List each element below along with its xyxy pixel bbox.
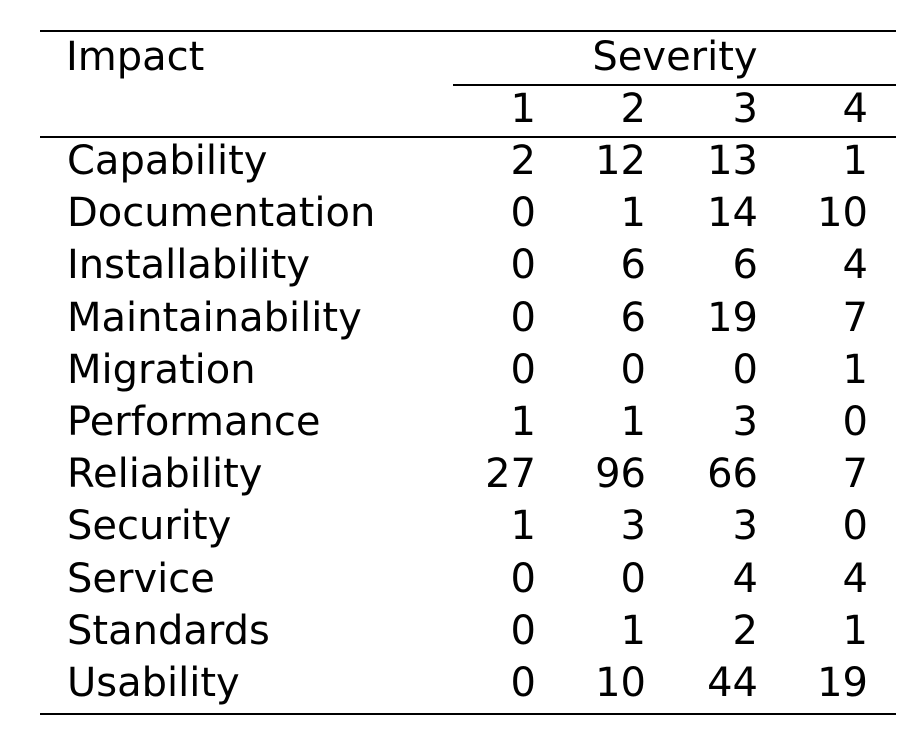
row-value-severity-1: 1 — [510, 399, 536, 445]
severity-level-1: 1 — [510, 86, 536, 132]
impact-header: Impact — [66, 34, 205, 80]
row-value-severity-2: 6 — [620, 294, 646, 341]
row-value-severity-3: 44 — [707, 660, 758, 706]
row-value-severity-1: 1 — [510, 503, 536, 550]
row-value-severity-1: 0 — [510, 346, 536, 393]
row-value-severity-4: 19 — [817, 660, 868, 706]
row-value-severity-1: 0 — [510, 660, 536, 706]
severity-rule — [453, 84, 896, 86]
row-value-severity-2: 0 — [620, 555, 646, 602]
row-value-severity-2: 6 — [620, 242, 646, 289]
bottom-rule — [40, 713, 896, 715]
row-value-severity-2: 12 — [595, 138, 646, 184]
row-impact-label: Standards — [67, 607, 270, 654]
row-value-severity-4: 4 — [842, 242, 868, 289]
row-impact-label: Maintainability — [67, 294, 362, 341]
row-value-severity-1: 27 — [485, 451, 536, 498]
row-value-severity-1: 2 — [510, 138, 536, 184]
row-value-severity-2: 96 — [595, 451, 646, 498]
row-impact-label: Performance — [67, 399, 321, 445]
row-value-severity-2: 1 — [620, 399, 646, 445]
row-value-severity-1: 0 — [510, 607, 536, 654]
severity-header: Severity — [592, 34, 758, 80]
row-impact-label: Installability — [67, 242, 311, 289]
row-value-severity-4: 0 — [842, 399, 868, 445]
row-value-severity-4: 1 — [842, 346, 868, 393]
row-impact-label: Migration — [67, 346, 256, 393]
header-rule — [40, 136, 896, 138]
row-value-severity-2: 3 — [620, 503, 646, 550]
row-value-severity-3: 19 — [707, 294, 758, 341]
row-value-severity-4: 0 — [842, 503, 868, 550]
severity-level-2: 2 — [620, 86, 646, 132]
row-value-severity-1: 0 — [510, 294, 536, 341]
severity-level-3: 3 — [732, 86, 758, 132]
row-value-severity-4: 10 — [817, 190, 868, 237]
row-value-severity-2: 1 — [620, 190, 646, 237]
row-value-severity-4: 7 — [842, 451, 868, 498]
row-impact-label: Capability — [67, 138, 268, 184]
row-impact-label: Reliability — [67, 451, 263, 498]
row-value-severity-3: 6 — [732, 242, 758, 289]
row-value-severity-2: 0 — [620, 346, 646, 393]
row-value-severity-3: 4 — [732, 555, 758, 602]
top-rule — [40, 30, 896, 32]
row-value-severity-2: 1 — [620, 607, 646, 654]
row-impact-label: Usability — [67, 660, 240, 706]
row-impact-label: Documentation — [67, 190, 376, 237]
row-value-severity-3: 3 — [732, 399, 758, 445]
row-value-severity-4: 7 — [842, 294, 868, 341]
row-impact-label: Security — [67, 503, 232, 550]
severity-level-4: 4 — [842, 86, 868, 132]
row-value-severity-3: 66 — [707, 451, 758, 498]
row-value-severity-3: 2 — [732, 607, 758, 654]
row-value-severity-1: 0 — [510, 555, 536, 602]
row-impact-label: Service — [67, 555, 215, 602]
row-value-severity-4: 1 — [842, 607, 868, 654]
row-value-severity-3: 13 — [707, 138, 758, 184]
row-value-severity-3: 3 — [732, 503, 758, 550]
row-value-severity-2: 10 — [595, 660, 646, 706]
row-value-severity-1: 0 — [510, 242, 536, 289]
row-value-severity-4: 4 — [842, 555, 868, 602]
row-value-severity-1: 0 — [510, 190, 536, 237]
row-value-severity-3: 14 — [707, 190, 758, 237]
row-value-severity-4: 1 — [842, 138, 868, 184]
row-value-severity-3: 0 — [732, 346, 758, 393]
